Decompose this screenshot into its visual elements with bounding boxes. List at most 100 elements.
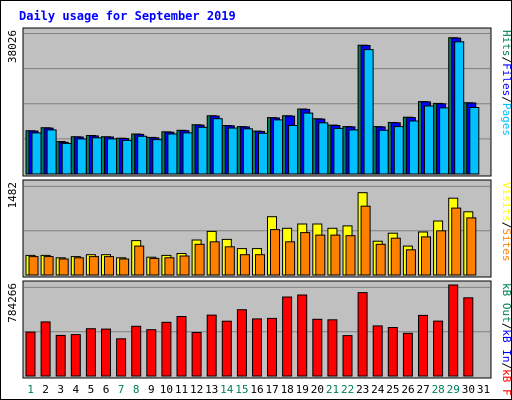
bar-pages-day-12: [197, 126, 208, 175]
side-label-kb-f: kB F: [500, 369, 512, 396]
bar-pages-day-3: [61, 142, 72, 175]
side-label-kb-out: kB Out: [500, 283, 512, 323]
day-label: 11: [175, 383, 188, 396]
bar-kb-f-day-27: [418, 314, 428, 377]
bar-sites-day-24: [375, 243, 386, 276]
bar-sites-day-19: [300, 232, 311, 276]
bar-pages-day-13: [212, 118, 223, 175]
bar-kb-f-day-16: [252, 318, 262, 377]
bar-sites-day-21: [330, 234, 341, 276]
bar-sites-day-13: [209, 241, 220, 276]
bar-sites-day-7: [119, 258, 130, 276]
day-label: 22: [341, 383, 354, 396]
bar-kb-f-day-18: [282, 296, 293, 377]
side-label-separator: /: [500, 222, 512, 229]
day-label: 2: [42, 383, 49, 396]
day-label: 15: [235, 383, 248, 396]
bar-kb-f-day-9: [146, 329, 157, 377]
bar-kb-f-day-6: [101, 328, 111, 377]
day-label: 28: [432, 383, 445, 396]
day-label: 7: [118, 383, 125, 396]
bar-kb-f-day-21: [327, 319, 338, 377]
side-label-separator: /: [500, 323, 512, 330]
bar-pages-day-26: [408, 120, 419, 175]
day-label: 10: [160, 383, 173, 396]
bar-kb-f-day-8: [131, 325, 142, 377]
bar-sites-day-27: [421, 236, 431, 276]
mid-side-legend: Visits/Sites: [500, 182, 512, 262]
day-label: 26: [401, 383, 414, 396]
bar-pages-day-22: [348, 129, 359, 175]
bar-kb-f-day-5: [85, 328, 96, 377]
bar-pages-day-28: [439, 107, 450, 175]
bar-kb-f-day-12: [191, 332, 202, 377]
bar-pages-day-23: [363, 49, 374, 175]
day-label: 18: [281, 383, 294, 396]
side-label-separator: /: [500, 57, 512, 64]
bar-kb-f-day-25: [387, 327, 398, 377]
top-max-label: 38026: [6, 30, 19, 63]
bar-sites-day-10: [164, 257, 175, 276]
day-label: 23: [356, 383, 369, 396]
bar-kb-f-day-3: [55, 334, 66, 377]
day-label: 30: [462, 383, 475, 396]
day-label: 19: [296, 383, 309, 396]
bar-pages-day-15: [242, 128, 253, 175]
bar-kb-f-day-10: [161, 321, 172, 377]
day-label: 29: [447, 383, 460, 396]
bar-sites-day-29: [451, 207, 462, 276]
day-label: 17: [265, 383, 278, 396]
bar-pages-day-2: [46, 129, 57, 175]
bar-pages-day-11: [182, 132, 193, 175]
bar-kb-f-day-24: [372, 325, 383, 377]
bar-pages-day-5: [91, 137, 102, 175]
x-axis-day-labels: 1 2 3 4 5 6 7 8 9 10 11 12 13 14 15 16 17 18 19 20 21 22 23 24 2…: [27, 383, 490, 396]
day-label: 14: [220, 383, 234, 396]
day-label: 21: [326, 383, 339, 396]
bar-kb-f-day-23: [357, 292, 368, 377]
bar-sites-day-15: [239, 254, 250, 276]
bar-sites-day-11: [179, 255, 190, 276]
bar-sites-day-22: [345, 235, 356, 276]
bar-kb-f-day-20: [312, 318, 323, 377]
bottom-panel: 784266 kB Out/kB In/kB F: [6, 280, 512, 396]
bar-sites-day-12: [194, 243, 205, 276]
bar-kb-f-day-15: [236, 309, 247, 377]
mid-max-label: 1482: [6, 182, 19, 209]
bar-sites-day-16: [255, 254, 265, 276]
bar-kb-f-day-7: [116, 338, 127, 377]
bar-pages-day-27: [424, 105, 434, 175]
side-label-pages: Pages: [500, 103, 512, 136]
bar-kb-f-day-19: [297, 294, 308, 377]
bar-pages-day-29: [454, 41, 465, 175]
bar-kb-f-day-13: [206, 314, 217, 377]
bar-pages-day-9: [152, 139, 163, 175]
day-label: 25: [386, 383, 399, 396]
bar-sites-day-4: [73, 257, 84, 276]
side-label-visits: Visits: [500, 182, 512, 222]
top-side-legend: Hits/Files/Pages: [500, 30, 512, 136]
bar-pages-day-8: [137, 135, 148, 175]
bar-pages-day-24: [378, 129, 389, 175]
bar-kb-f-day-26: [402, 332, 413, 377]
side-label-sites: Sites: [500, 228, 512, 261]
bar-sites-day-6: [104, 256, 114, 276]
bar-kb-f-day-29: [448, 284, 459, 377]
bar-pages-day-4: [76, 138, 87, 175]
bar-pages-day-20: [318, 122, 329, 175]
side-label-kb-in: kB In: [500, 329, 512, 362]
side-label-separator: /: [500, 96, 512, 103]
bar-pages-day-18: [288, 125, 299, 175]
bar-sites-day-9: [149, 257, 160, 276]
bar-pages-day-19: [303, 112, 314, 175]
bar-pages-day-14: [227, 127, 238, 175]
mid-panel: 1482 Visits/Sites: [6, 179, 512, 278]
top-panel: 38026 Hits/Files/Pages: [6, 27, 512, 177]
bar-sites-day-1: [28, 256, 39, 276]
bottom-max-label: 784266: [6, 283, 19, 323]
day-label: 27: [416, 383, 429, 396]
bar-pages-day-17: [273, 119, 283, 175]
bar-pages-day-30: [469, 107, 480, 175]
day-label: 13: [205, 383, 218, 396]
